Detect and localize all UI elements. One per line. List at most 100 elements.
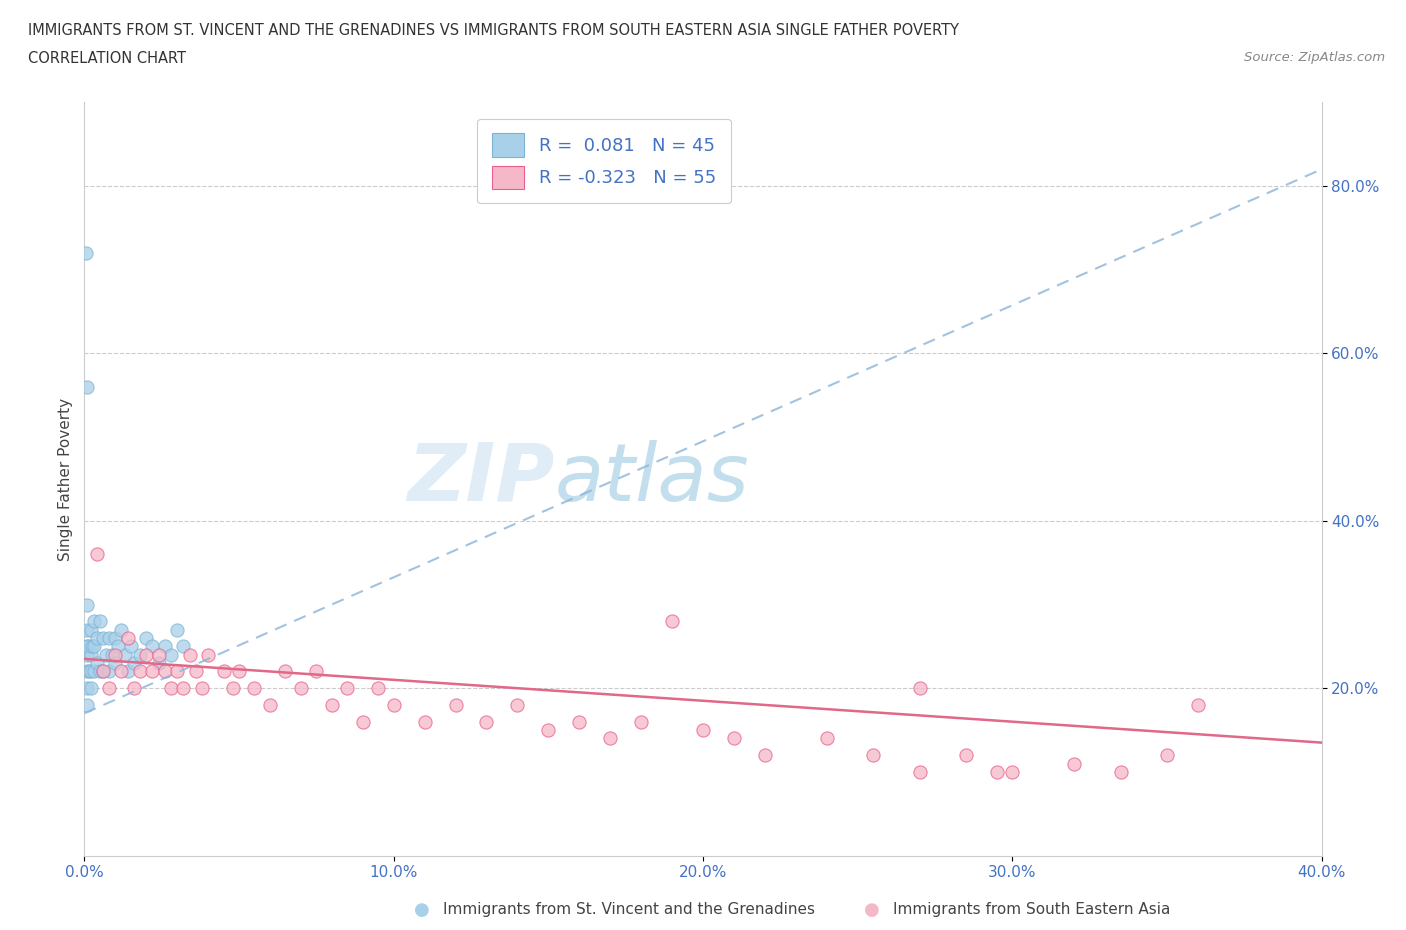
Point	[86, 656, 108, 671]
Point	[815, 731, 838, 746]
Point	[537, 723, 560, 737]
Point	[141, 664, 163, 679]
Point	[79, 647, 101, 662]
Point	[191, 681, 214, 696]
Point	[83, 664, 105, 679]
Point	[76, 647, 98, 662]
Text: ●: ●	[413, 900, 430, 919]
Point	[568, 714, 591, 729]
Point	[172, 681, 194, 696]
Point	[129, 664, 152, 679]
Point	[75, 246, 97, 260]
Point	[692, 723, 714, 737]
Point	[135, 647, 157, 662]
Point	[91, 664, 114, 679]
Point	[91, 664, 114, 679]
Text: IMMIGRANTS FROM ST. VINCENT AND THE GRENADINES VS IMMIGRANTS FROM SOUTH EASTERN : IMMIGRANTS FROM ST. VINCENT AND THE GREN…	[28, 23, 959, 38]
Point	[1156, 748, 1178, 763]
Point	[336, 681, 359, 696]
Point	[166, 622, 188, 637]
Point	[77, 639, 100, 654]
Point	[83, 614, 105, 629]
Point	[77, 664, 100, 679]
Point	[243, 681, 266, 696]
Point	[104, 656, 127, 671]
Point	[76, 622, 98, 637]
Point	[172, 639, 194, 654]
Point	[98, 664, 121, 679]
Point	[148, 656, 170, 671]
Point	[475, 714, 498, 729]
Point	[117, 664, 139, 679]
Point	[76, 639, 98, 654]
Point	[908, 764, 931, 779]
Point	[114, 647, 136, 662]
Point	[79, 681, 101, 696]
Point	[1109, 764, 1132, 779]
Point	[135, 631, 157, 645]
Text: atlas: atlas	[554, 440, 749, 518]
Point	[184, 664, 207, 679]
Point	[160, 647, 183, 662]
Point	[91, 631, 114, 645]
Point	[104, 647, 127, 662]
Point	[79, 622, 101, 637]
Point	[148, 647, 170, 662]
Point	[122, 681, 145, 696]
Point	[955, 748, 977, 763]
Point	[110, 622, 132, 637]
Y-axis label: Single Father Poverty: Single Father Poverty	[58, 397, 73, 561]
Legend: R =  0.081   N = 45, R = -0.323   N = 55: R = 0.081 N = 45, R = -0.323 N = 55	[478, 119, 731, 203]
Text: ZIP: ZIP	[408, 440, 554, 518]
Point	[160, 681, 183, 696]
Point	[79, 664, 101, 679]
Point	[986, 764, 1008, 779]
Point	[321, 698, 343, 712]
Point	[259, 698, 281, 712]
Point	[862, 748, 884, 763]
Point	[76, 379, 98, 394]
Point	[98, 631, 121, 645]
Point	[382, 698, 405, 712]
Point	[129, 647, 152, 662]
Point	[222, 681, 245, 696]
Point	[413, 714, 436, 729]
Point	[305, 664, 328, 679]
Point	[101, 647, 124, 662]
Text: Immigrants from South Eastern Asia: Immigrants from South Eastern Asia	[893, 902, 1170, 917]
Point	[1187, 698, 1209, 712]
Point	[367, 681, 389, 696]
Text: Source: ZipAtlas.com: Source: ZipAtlas.com	[1244, 51, 1385, 64]
Point	[166, 664, 188, 679]
Point	[908, 681, 931, 696]
Point	[98, 681, 121, 696]
Point	[599, 731, 621, 746]
Point	[117, 631, 139, 645]
Text: ●: ●	[863, 900, 880, 919]
Point	[661, 614, 683, 629]
Point	[120, 639, 142, 654]
Point	[1063, 756, 1085, 771]
Point	[506, 698, 529, 712]
Point	[76, 698, 98, 712]
Point	[107, 639, 129, 654]
Point	[153, 639, 176, 654]
Point	[212, 664, 235, 679]
Point	[630, 714, 652, 729]
Point	[82, 639, 104, 654]
Point	[352, 714, 374, 729]
Point	[110, 664, 132, 679]
Text: CORRELATION CHART: CORRELATION CHART	[28, 51, 186, 66]
Point	[754, 748, 776, 763]
Point	[76, 597, 98, 612]
Point	[76, 664, 98, 679]
Point	[1001, 764, 1024, 779]
Point	[153, 664, 176, 679]
Point	[141, 639, 163, 654]
Point	[89, 664, 111, 679]
Point	[290, 681, 312, 696]
Point	[444, 698, 467, 712]
Point	[94, 647, 117, 662]
Point	[89, 614, 111, 629]
Point	[122, 656, 145, 671]
